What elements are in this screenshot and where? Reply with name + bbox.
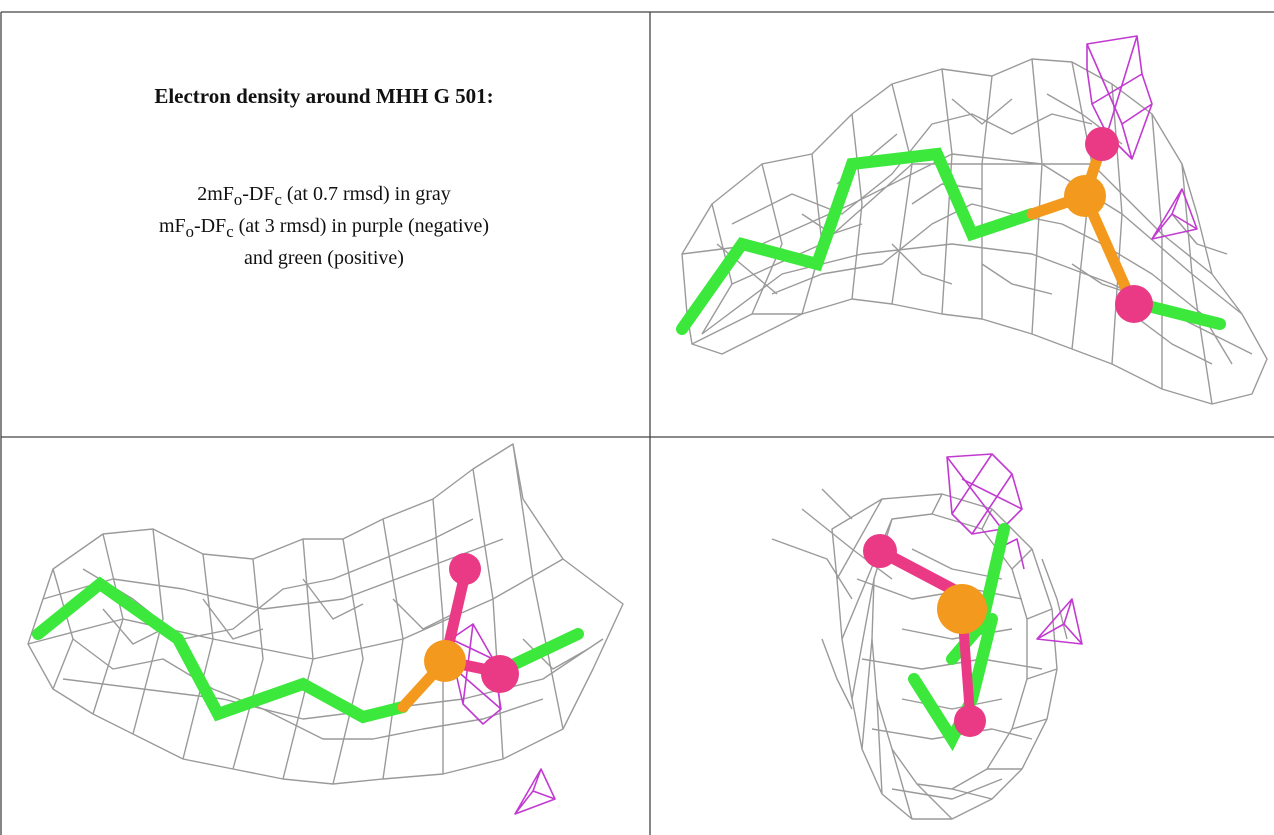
- density-panel-top-right: [676, 35, 1268, 405]
- oxygen-atom: [1115, 285, 1153, 323]
- phosphorus-atom: [424, 640, 466, 682]
- gray-density-mesh: [27, 443, 624, 785]
- oxygen-atom: [449, 553, 481, 585]
- oxygen-atom: [863, 534, 897, 568]
- gray-density-mesh: [771, 488, 1068, 820]
- density-panel-bottom-right: [771, 453, 1083, 820]
- caption-title: Electron density around MHH G 501:: [154, 84, 494, 108]
- caption-cell: Electron density around MHH G 501: 2mFo-…: [14, 84, 634, 272]
- density-panel-bottom-left: [27, 443, 624, 815]
- purple-negative-density: [1086, 35, 1198, 240]
- caption-line-positive: and green (positive): [244, 247, 404, 269]
- oxygen-atom: [481, 655, 519, 693]
- caption-line-gray-map: 2mFo-DFc (at 0.7 rmsd) in gray: [197, 183, 451, 209]
- phosphorus-atom: [937, 584, 987, 634]
- caption-line-difference-map: mFo-DFc (at 3 rmsd) in purple (negative): [158, 215, 490, 241]
- oxygen-atom: [1085, 127, 1119, 161]
- purple-negative-density: [450, 623, 556, 815]
- phosphorus-atom: [1064, 175, 1106, 217]
- oxygen-atom: [954, 705, 986, 737]
